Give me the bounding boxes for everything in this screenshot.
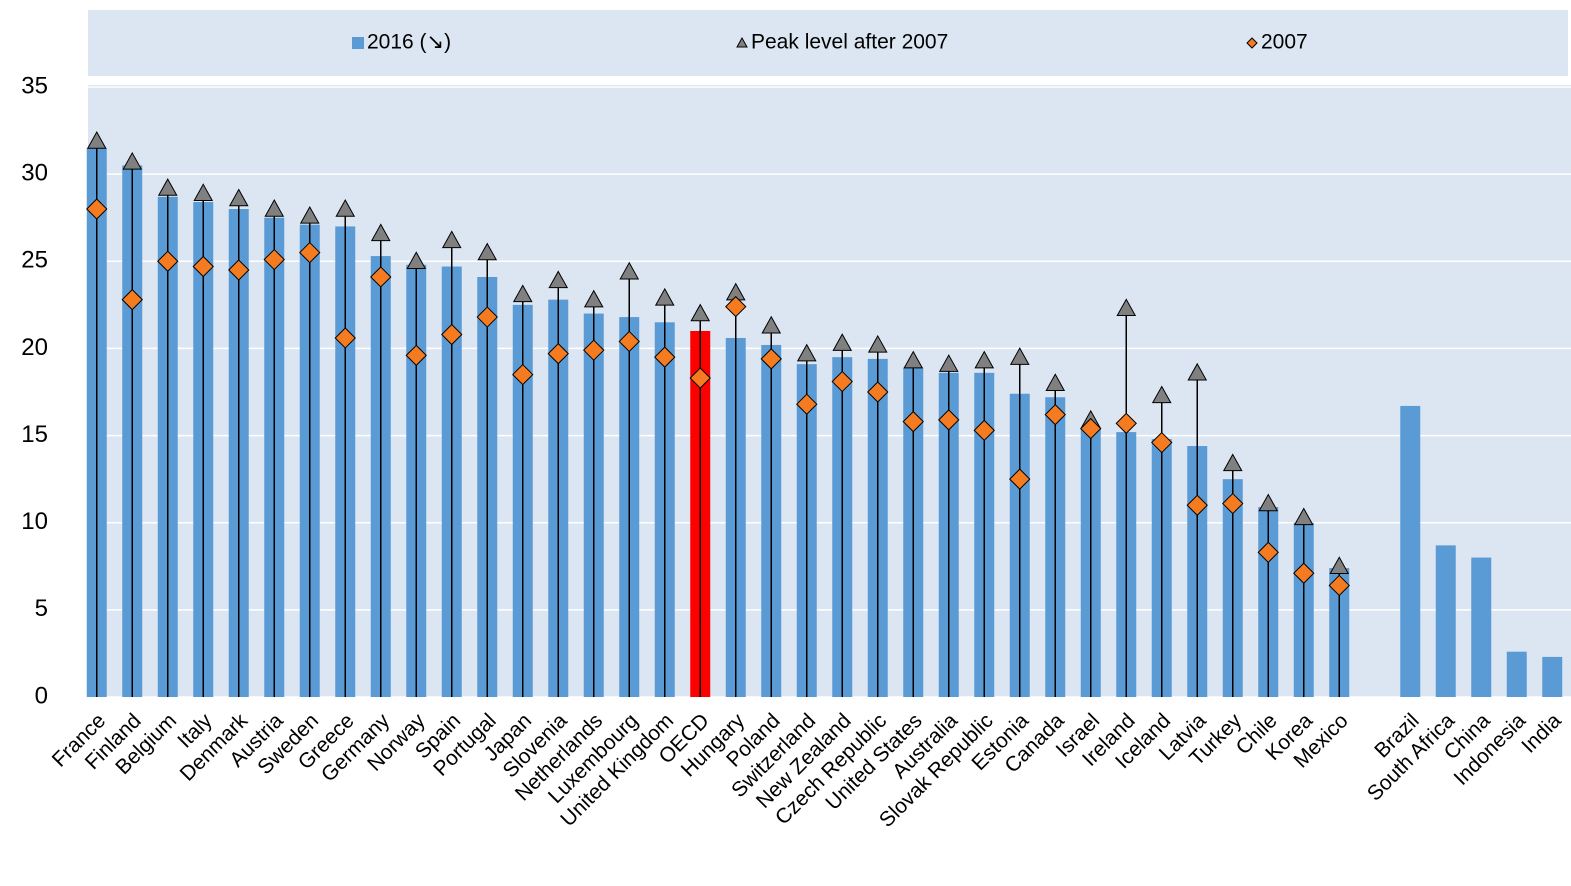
legend-swatch <box>352 37 364 49</box>
peak-marker <box>761 315 782 334</box>
marker-2007 <box>1293 562 1315 584</box>
marker-2007 <box>476 306 498 328</box>
peak-marker <box>1258 493 1279 512</box>
y-tick-label: 20 <box>21 334 48 361</box>
marker-2007 <box>1151 431 1173 454</box>
marker-2007 <box>689 367 711 389</box>
marker-2007 <box>512 363 534 386</box>
marker-2007 <box>1115 412 1137 435</box>
peak-marker <box>619 261 640 280</box>
marker-2007 <box>725 295 747 318</box>
peak-marker <box>299 205 320 224</box>
marker-2007 <box>334 327 356 349</box>
marker-2007 <box>1222 492 1244 515</box>
bar <box>1471 557 1492 697</box>
peak-marker <box>832 333 853 351</box>
marker-2007 <box>1257 541 1279 564</box>
peak-marker <box>1187 362 1208 381</box>
peak-marker <box>548 270 569 289</box>
peak-marker <box>264 198 285 217</box>
marker-2007 <box>1328 574 1350 597</box>
peak-marker <box>1329 556 1350 574</box>
y-tick-label: 35 <box>21 72 48 99</box>
legend-label: 2016 (↘) <box>367 31 451 54</box>
bar <box>1400 405 1421 697</box>
peak-marker <box>193 183 214 202</box>
peak-marker <box>1151 385 1172 404</box>
bar <box>1435 545 1456 697</box>
marker-2007 <box>547 342 569 365</box>
peak-marker <box>157 178 178 196</box>
plot-area <box>88 85 1571 697</box>
marker-2007 <box>1080 417 1102 440</box>
marker-2007 <box>370 266 392 288</box>
peak-marker <box>335 198 356 217</box>
marker-2007 <box>121 288 143 311</box>
peak-marker <box>512 284 533 303</box>
marker-2007 <box>405 344 427 367</box>
bar <box>1506 651 1527 697</box>
y-tick-label: 0 <box>35 682 48 709</box>
marker-2007 <box>867 381 889 403</box>
marker-2007 <box>902 410 924 433</box>
y-tick-label: 5 <box>35 595 48 622</box>
peak-marker <box>796 343 817 362</box>
legend-swatch <box>1246 37 1258 49</box>
marker-2007 <box>938 409 960 431</box>
marker-2007 <box>299 241 321 264</box>
peak-marker <box>406 251 427 269</box>
marker-2007 <box>228 259 250 281</box>
bar <box>1542 656 1563 697</box>
peak-marker <box>1009 347 1030 365</box>
marker-2007 <box>973 419 995 442</box>
marker-2007 <box>192 255 214 278</box>
peak-marker <box>1293 507 1314 526</box>
y-tick-label: 30 <box>21 159 48 186</box>
peak-marker <box>122 151 143 170</box>
marker-2007 <box>86 198 108 220</box>
y-tick-label: 10 <box>21 508 48 535</box>
marker-2007 <box>441 323 463 346</box>
legend-label: Peak level after 2007 <box>751 31 948 54</box>
marker-2007 <box>831 370 853 393</box>
marker-2007 <box>263 248 285 271</box>
peak-marker <box>86 130 107 149</box>
peak-marker <box>1045 373 1066 391</box>
x-tick-label: India <box>1517 709 1566 758</box>
peak-marker <box>903 350 924 369</box>
peak-marker <box>370 223 391 242</box>
y-tick-label: 15 <box>21 421 48 448</box>
marker-2007 <box>654 346 676 368</box>
peak-marker <box>938 354 959 372</box>
y-tick-label: 25 <box>21 247 48 274</box>
legend-label: 2007 <box>1261 31 1308 54</box>
peak-marker <box>654 287 675 306</box>
peak-marker <box>1222 453 1243 472</box>
marker-2007 <box>1186 494 1208 516</box>
legend-swatch <box>736 36 748 48</box>
peak-marker <box>441 230 462 249</box>
marker-2007 <box>1009 468 1031 490</box>
peak-marker <box>690 303 711 322</box>
peak-marker <box>583 289 604 308</box>
marker-2007 <box>1044 403 1066 426</box>
marker-2007 <box>583 339 605 361</box>
peak-marker <box>1116 298 1137 317</box>
peak-marker <box>228 188 249 207</box>
marker-2007 <box>796 393 818 415</box>
peak-marker <box>974 350 995 369</box>
peak-marker <box>477 242 498 261</box>
marker-2007 <box>618 330 640 353</box>
marker-2007 <box>157 250 179 272</box>
marker-2007 <box>760 348 782 370</box>
legend-box <box>88 10 1568 76</box>
peak-marker <box>867 334 888 353</box>
